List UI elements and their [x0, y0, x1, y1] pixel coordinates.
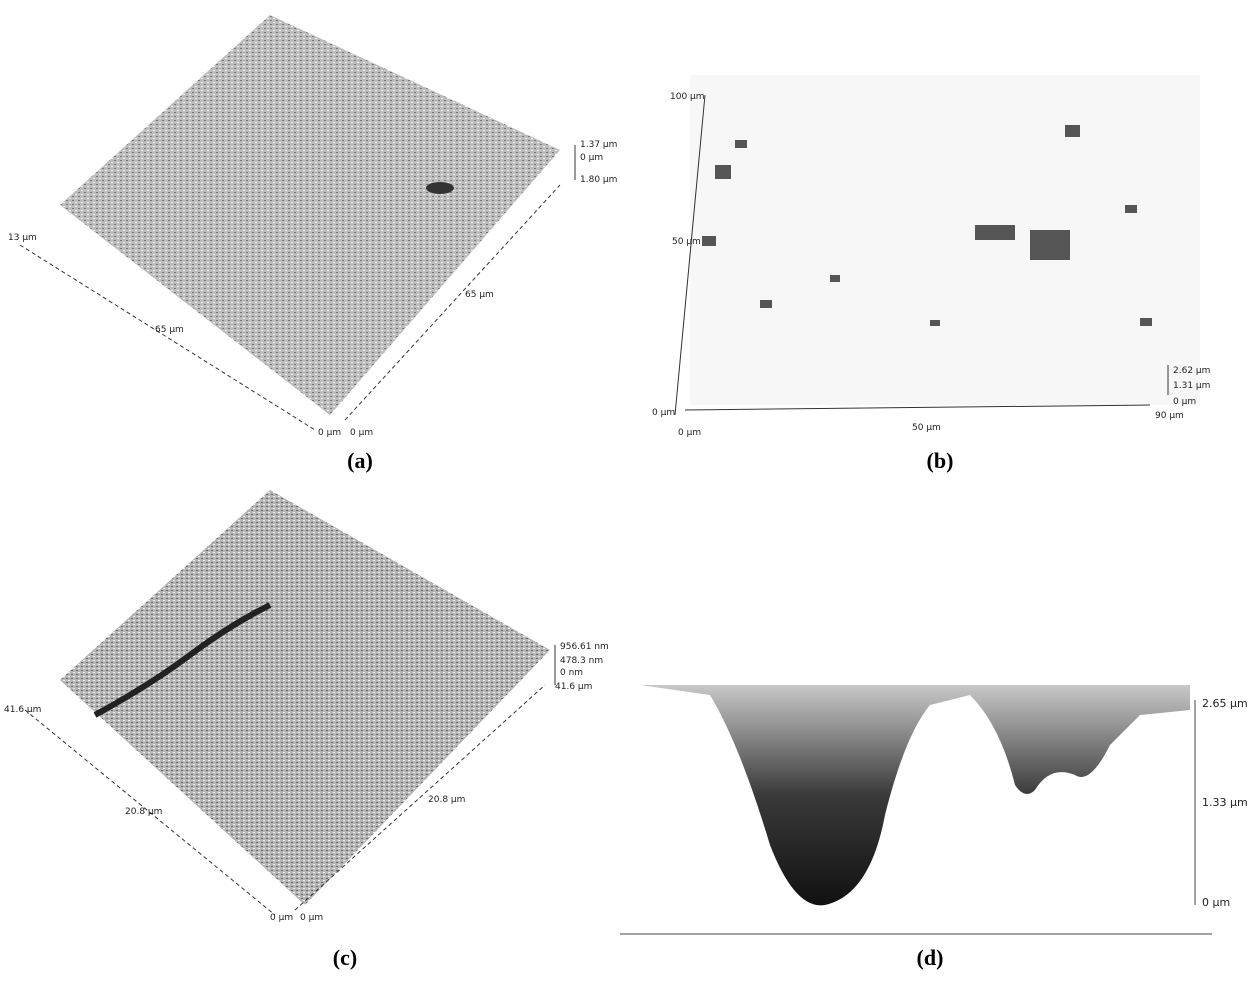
- z-zero-d: 0 µm: [1202, 896, 1231, 909]
- x-right-c: 20.8 µm: [428, 795, 466, 805]
- panel-a: 1.37 µm 0 µm 1.80 µm 13 µm 65 µm 65 µm 0…: [0, 0, 620, 480]
- panel-c-surface: [24, 490, 556, 916]
- surface-c: [60, 490, 550, 905]
- caption-c: (c): [332, 945, 358, 970]
- scale-a-mid: 0 µm: [580, 153, 604, 163]
- scale-a-max: 1.37 µm: [580, 140, 618, 150]
- profile-d: [640, 685, 1190, 906]
- z-mid-b: 1.31 µm: [1173, 381, 1211, 391]
- axis-b-y: [674, 94, 706, 416]
- y-top-b: 100 µm: [670, 92, 705, 102]
- z-max-c: 956.61 nm: [560, 642, 609, 652]
- panel-b-surface: [674, 75, 1200, 416]
- axis-c-left: [24, 709, 276, 916]
- x-mid-b: 50 µm: [912, 423, 941, 433]
- surface-a: [60, 15, 560, 415]
- origin-a-right: 0 µm: [350, 428, 374, 438]
- x-label-a-right: 65 µm: [465, 290, 494, 300]
- panel-d: 2.65 µm 1.33 µm 0 µm (d): [620, 485, 1257, 982]
- z-top-b: 2.62 µm: [1173, 366, 1211, 376]
- y-right-c: 41.6 µm: [555, 682, 593, 692]
- pit-a: [426, 182, 454, 194]
- z-mid-c: 478.3 nm: [560, 656, 604, 666]
- x-label-a-bottom: 65 µm: [155, 325, 184, 335]
- origin-c-left: 0 µm: [270, 913, 294, 923]
- panel-c: 956.61 nm 478.3 nm 0 nm 41.6 µm 41.6 µm …: [0, 485, 620, 982]
- y-left-c: 41.6 µm: [4, 705, 42, 715]
- speckles-b: [702, 125, 1152, 326]
- z-zero-b: 0 µm: [1173, 397, 1197, 407]
- panel-d-surface: [620, 685, 1212, 935]
- panel-b: 100 µm 50 µm 0 µm 0 µm 50 µm 90 µm 2.62 …: [630, 0, 1257, 480]
- x-end-b: 90 µm: [1155, 411, 1184, 421]
- ridge-c: [93, 602, 272, 718]
- z-mid-d: 1.33 µm: [1202, 796, 1248, 809]
- axis-a-left: [19, 244, 316, 431]
- y-zero-b: 0 µm: [652, 408, 676, 418]
- y-mid-b: 50 µm: [672, 237, 701, 247]
- panel-a-surface: [19, 15, 576, 431]
- scale-a-min: 1.80 µm: [580, 175, 618, 185]
- caption-a: (a): [347, 448, 373, 473]
- axis-b-x: [684, 404, 1151, 411]
- y-label-a: 13 µm: [8, 233, 37, 243]
- x-zero-b: 0 µm: [678, 428, 702, 438]
- surface-b: [690, 75, 1200, 405]
- origin-a-left: 0 µm: [318, 428, 342, 438]
- axis-c-right: [294, 684, 546, 911]
- z-top-d: 2.65 µm: [1202, 697, 1248, 710]
- caption-b: (b): [926, 448, 954, 473]
- origin-c-right: 0 µm: [300, 913, 324, 923]
- caption-d: (d): [916, 945, 944, 970]
- z-zero-c: 0 nm: [560, 668, 584, 678]
- x-bottom-c: 20.8 µm: [125, 807, 163, 817]
